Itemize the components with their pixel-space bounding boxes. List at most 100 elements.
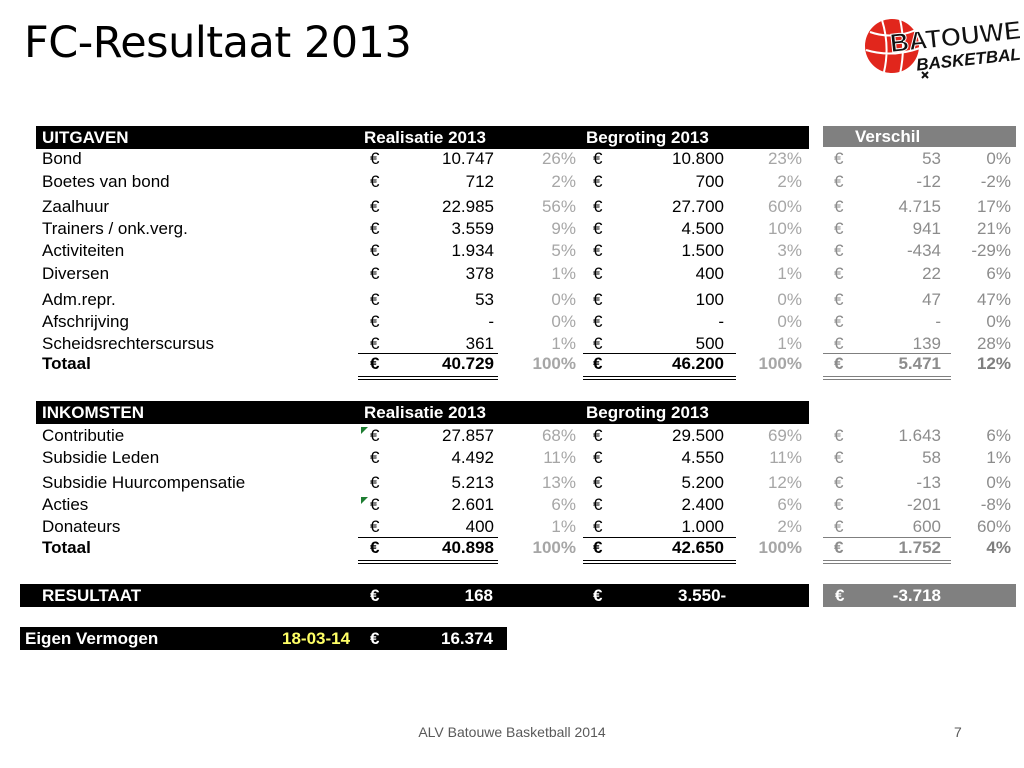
- verschil-value: -201: [906, 495, 941, 514]
- verschil-pct: 0%: [986, 312, 1011, 331]
- comment-marker[interactable]: [361, 427, 368, 434]
- realisatie-value: -: [488, 312, 494, 331]
- realisatie-pct: 2%: [551, 172, 576, 191]
- verschil-value: 1.752: [898, 538, 941, 557]
- table-rule: [358, 537, 498, 538]
- begroting-pct: 11%: [769, 448, 802, 467]
- table-row: Acties €2.601 6% €2.400 6% € -201 -8%: [0, 495, 1024, 517]
- realisatie-pct: 6%: [551, 495, 576, 514]
- eigen-vermogen-label: Eigen Vermogen: [25, 629, 159, 648]
- table-row: Afschrijving € - 0% € - 0% € - 0%: [0, 312, 1024, 334]
- table-row: Zaalhuur €22.985 56% €27.700 60% €4.715 17%: [0, 197, 1024, 219]
- comment-marker[interactable]: [361, 497, 368, 504]
- row-label: Activiteiten: [42, 241, 125, 260]
- inkomsten-begroting-header: Begroting 2013: [586, 403, 709, 422]
- euro-sign: €: [593, 172, 603, 191]
- euro-sign: €: [834, 149, 844, 168]
- table-rule: [823, 537, 951, 538]
- eigen-vermogen-euro: €: [370, 629, 380, 648]
- table-row: Adm.repr. €53 0% €100 0% €47 47%: [0, 290, 1024, 312]
- realisatie-pct: 100%: [532, 354, 576, 373]
- table-rule: [583, 376, 736, 380]
- table-rule: [583, 537, 736, 538]
- eigen-vermogen-bar: Eigen Vermogen 18-03-14 € 16.374: [20, 627, 507, 650]
- realisatie-value: 3.559: [451, 219, 494, 238]
- realisatie-value: 4.492: [451, 448, 494, 467]
- begroting-value: 46.200: [672, 354, 724, 373]
- uitgaven-begroting-header: Begroting 2013: [586, 128, 709, 147]
- row-label: Contributie: [42, 426, 125, 445]
- euro-sign: €: [370, 264, 380, 283]
- realisatie-value: 2.601: [451, 495, 494, 514]
- page-title: FC-Resultaat 2013: [24, 18, 412, 68]
- verschil-pct: -8%: [980, 495, 1011, 514]
- euro-sign: €: [834, 448, 844, 467]
- row-label: Scheidsrechterscursus: [42, 334, 214, 353]
- inkomsten-title: INKOMSTEN: [42, 403, 144, 422]
- begroting-pct: 1%: [777, 334, 802, 353]
- inkomsten-realisatie-header: Realisatie 2013: [364, 403, 486, 422]
- realisatie-value: 712: [465, 172, 494, 191]
- resultaat-label: RESULTAAT: [42, 586, 142, 605]
- begroting-value: 5.200: [681, 473, 724, 492]
- begroting-value: 100: [695, 290, 724, 309]
- table-rule: [583, 353, 736, 354]
- realisatie-value: 40.729: [442, 354, 494, 373]
- begroting-value: 500: [695, 334, 724, 353]
- table-row: Scheidsrechterscursus €361 1% €500 1% €139 28%: [0, 334, 1024, 356]
- realisatie-value: 1.934: [451, 241, 494, 260]
- euro-sign: €: [593, 197, 603, 216]
- eigen-vermogen-value: 16.374: [441, 629, 493, 648]
- realisatie-value: 27.857: [442, 426, 494, 445]
- begroting-pct: 100%: [758, 354, 802, 373]
- row-label: Bond: [42, 149, 82, 168]
- resultaat-realisatie: 168: [464, 586, 493, 605]
- begroting-value: 29.500: [672, 426, 724, 445]
- verschil-pct: 47%: [976, 290, 1011, 309]
- realisatie-value: 5.213: [451, 473, 494, 492]
- euro-sign: €: [370, 241, 380, 260]
- euro-sign: €: [370, 473, 380, 492]
- verschil-value: -12: [916, 172, 941, 191]
- realisatie-value: 10.747: [442, 149, 494, 168]
- begroting-pct: 0%: [777, 312, 802, 331]
- euro-sign: €: [593, 149, 603, 168]
- resultaat-verschil-bar: € -3.718: [823, 584, 951, 607]
- resultaat-verschil: -3.718: [892, 586, 941, 605]
- table-row: Bond €10.747 26% €10.800 23% €53 0%: [0, 149, 1024, 171]
- table-row: Subsidie Huurcompensatie €5.213 13% €5.200 1…: [0, 473, 1024, 495]
- realisatie-pct: 26%: [541, 149, 576, 168]
- begroting-pct: 1%: [777, 264, 802, 283]
- euro-sign: €: [834, 334, 844, 353]
- realisatie-pct: 68%: [541, 426, 576, 445]
- euro-sign: €: [834, 354, 844, 373]
- euro-sign: €: [593, 538, 603, 557]
- verschil-pct: 6%: [986, 264, 1011, 283]
- euro-sign: €: [834, 312, 844, 331]
- table-rule: [583, 560, 736, 564]
- verschil-pct: 12%: [976, 354, 1011, 373]
- resultaat-begroting: 3.550-: [678, 586, 727, 605]
- begroting-value: 2.400: [681, 495, 724, 514]
- euro-sign: €: [370, 312, 380, 331]
- row-label: Trainers / onk.verg.: [42, 219, 188, 238]
- euro-sign: €: [593, 517, 603, 536]
- euro-sign: €: [370, 219, 380, 238]
- euro-sign: €: [370, 290, 380, 309]
- verschil-pct: 1%: [986, 448, 1011, 467]
- euro-sign: €: [834, 197, 844, 216]
- begroting-value: 700: [695, 172, 724, 191]
- euro-sign: €: [593, 290, 603, 309]
- begroting-pct: 23%: [767, 149, 802, 168]
- resultaat-euro-begroting: €: [593, 586, 603, 605]
- euro-sign: €: [370, 197, 380, 216]
- euro-sign: €: [834, 241, 844, 260]
- realisatie-value: 378: [465, 264, 494, 283]
- row-label: Subsidie Huurcompensatie: [42, 473, 246, 492]
- begroting-value: 1.000: [681, 517, 724, 536]
- euro-sign: €: [370, 172, 380, 191]
- table-row: Donateurs €400 1% €1.000 2% €600 60%: [0, 517, 1024, 539]
- table-row: Boetes van bond €712 2% €700 2% € -12 -2%: [0, 172, 1024, 194]
- euro-sign: €: [593, 219, 603, 238]
- uitgaven-title: UITGAVEN: [42, 128, 129, 147]
